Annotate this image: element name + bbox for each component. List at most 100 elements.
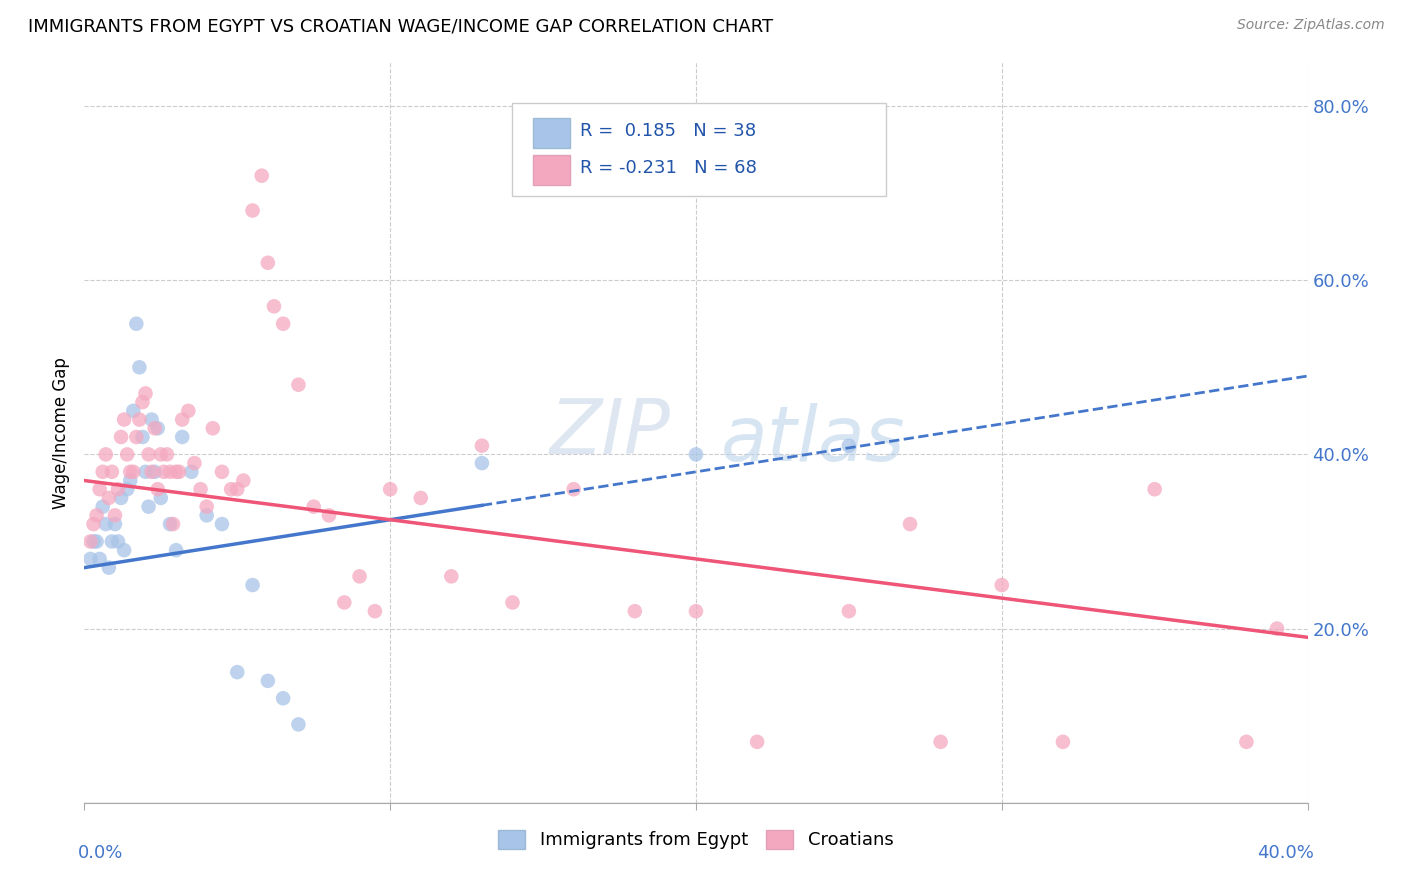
Point: [440, 569, 463, 583]
Point: [149, 491, 172, 505]
Point: [183, 456, 205, 470]
Point: [104, 508, 127, 523]
Point: [135, 465, 157, 479]
Point: [333, 595, 356, 609]
Point: [125, 430, 148, 444]
Point: [146, 421, 169, 435]
Point: [159, 465, 181, 479]
Point: [263, 299, 285, 313]
Point: [128, 412, 150, 426]
Point: [929, 735, 952, 749]
Point: [86, 534, 108, 549]
Point: [226, 665, 249, 680]
Point: [110, 491, 132, 505]
Point: [302, 500, 325, 514]
Point: [562, 482, 585, 496]
Point: [112, 412, 135, 426]
Point: [172, 430, 194, 444]
Point: [149, 447, 172, 461]
Point: [1236, 735, 1258, 749]
Point: [747, 735, 769, 749]
Point: [110, 430, 132, 444]
Point: [226, 482, 249, 496]
Text: R =  0.185   N = 38: R = 0.185 N = 38: [579, 122, 756, 140]
Point: [120, 474, 142, 488]
Point: [898, 517, 921, 532]
Point: [180, 465, 202, 479]
Point: [502, 595, 524, 609]
Text: IMMIGRANTS FROM EGYPT VS CROATIAN WAGE/INCOME GAP CORRELATION CHART: IMMIGRANTS FROM EGYPT VS CROATIAN WAGE/I…: [28, 18, 773, 36]
Point: [380, 482, 402, 496]
Point: [271, 317, 294, 331]
Point: [232, 474, 254, 488]
Point: [177, 404, 200, 418]
Point: [195, 508, 218, 523]
Point: [838, 439, 860, 453]
Point: [201, 421, 224, 435]
Text: Source: ZipAtlas.com: Source: ZipAtlas.com: [1237, 18, 1385, 32]
Point: [318, 508, 340, 523]
Point: [156, 447, 179, 461]
Point: [94, 517, 117, 532]
Point: [211, 465, 233, 479]
Point: [172, 412, 194, 426]
Point: [138, 500, 160, 514]
Point: [162, 517, 184, 532]
Legend: Immigrants from Egypt, Croatians: Immigrants from Egypt, Croatians: [491, 823, 901, 856]
Point: [122, 465, 145, 479]
Point: [125, 317, 148, 331]
Point: [1052, 735, 1074, 749]
Point: [624, 604, 647, 618]
Point: [471, 439, 494, 453]
Point: [115, 482, 138, 496]
Point: [195, 500, 218, 514]
Point: [153, 465, 176, 479]
Point: [349, 569, 371, 583]
Point: [364, 604, 387, 618]
Point: [143, 421, 166, 435]
Point: [471, 456, 494, 470]
Point: [83, 517, 105, 532]
Point: [83, 534, 105, 549]
Point: [991, 578, 1014, 592]
Point: [271, 691, 294, 706]
Point: [135, 386, 157, 401]
Point: [89, 482, 111, 496]
Text: atlas: atlas: [720, 403, 905, 477]
Point: [838, 604, 860, 618]
Point: [91, 500, 114, 514]
Point: [107, 482, 129, 496]
Point: [131, 395, 153, 409]
Point: [685, 447, 707, 461]
Point: [138, 447, 160, 461]
Point: [146, 482, 169, 496]
Text: 40.0%: 40.0%: [1257, 844, 1313, 862]
Text: ZIP: ZIP: [550, 396, 671, 469]
Point: [97, 491, 120, 505]
Point: [211, 517, 233, 532]
Point: [1143, 482, 1166, 496]
Point: [79, 552, 101, 566]
Point: [287, 377, 309, 392]
Point: [94, 447, 117, 461]
Point: [143, 465, 166, 479]
Point: [122, 404, 145, 418]
Point: [167, 465, 190, 479]
Text: R = -0.231   N = 68: R = -0.231 N = 68: [579, 160, 756, 178]
Point: [257, 256, 280, 270]
Point: [104, 517, 127, 532]
Point: [287, 717, 309, 731]
Point: [97, 560, 120, 574]
Point: [409, 491, 432, 505]
Point: [89, 552, 111, 566]
Point: [115, 447, 138, 461]
Point: [242, 578, 264, 592]
Point: [107, 534, 129, 549]
Point: [165, 465, 187, 479]
Point: [1265, 622, 1288, 636]
Point: [131, 430, 153, 444]
Point: [250, 169, 273, 183]
Point: [257, 673, 280, 688]
Bar: [533, 118, 569, 147]
Point: [242, 203, 264, 218]
